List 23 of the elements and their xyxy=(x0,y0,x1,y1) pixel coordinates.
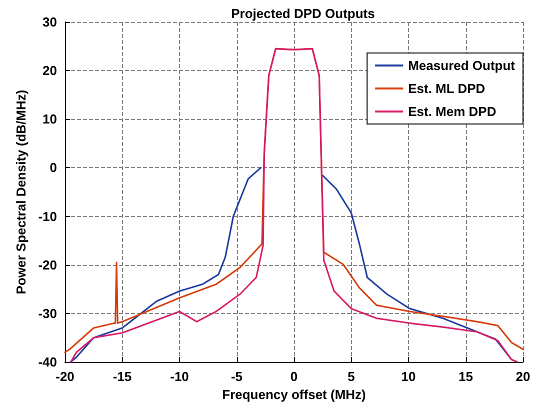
legend-label: Measured Output xyxy=(408,58,516,73)
legend-label: Est. ML DPD xyxy=(408,81,486,96)
x-tick-label: 10 xyxy=(401,369,416,384)
x-tick-label: 20 xyxy=(516,369,530,384)
x-tick-label: -5 xyxy=(230,369,243,384)
y-tick-label: 20 xyxy=(42,63,57,78)
y-tick-label: 30 xyxy=(42,14,57,30)
x-tick-label: -10 xyxy=(170,369,189,384)
x-axis-title: Frequency offset (MHz) xyxy=(222,386,366,402)
x-tick-label: 15 xyxy=(458,369,473,384)
x-tick-label: 5 xyxy=(348,369,355,384)
y-tick-label: 0 xyxy=(50,160,57,176)
y-axis-title: Power Spectral Density (dB/MHz) xyxy=(13,90,28,294)
y-tick-label: -30 xyxy=(38,306,57,321)
y-tick-label: -10 xyxy=(38,208,57,224)
x-tick-label: -20 xyxy=(56,369,74,384)
y-tick-label: -20 xyxy=(38,257,57,272)
y-tick-label: 10 xyxy=(42,112,57,127)
x-tick-label: 0 xyxy=(290,369,298,384)
legend-label: Est. Mem DPD xyxy=(408,104,496,119)
chart-title: Projected DPD Outputs xyxy=(231,6,375,21)
y-tick-label: -40 xyxy=(38,354,57,370)
x-tick-label: -15 xyxy=(112,369,132,384)
